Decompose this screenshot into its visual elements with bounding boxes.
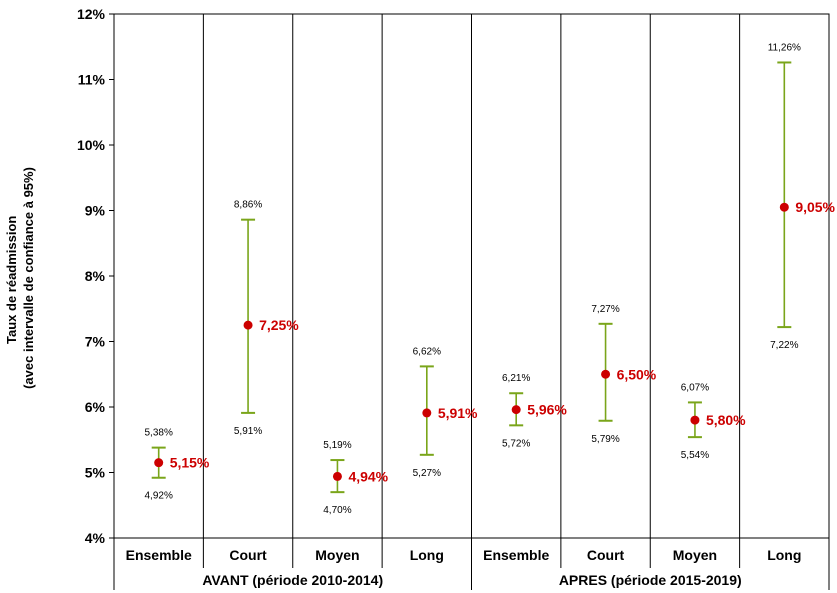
- upper-bound-label: 5,19%: [323, 440, 351, 451]
- lower-bound-label: 4,70%: [323, 505, 351, 516]
- data-point: [154, 458, 164, 468]
- category-label: Ensemble: [126, 547, 192, 563]
- value-label: 5,91%: [438, 405, 478, 421]
- data-point: [511, 405, 521, 415]
- category-label: Ensemble: [483, 547, 549, 563]
- lower-bound-label: 5,79%: [591, 434, 619, 445]
- value-label: 5,80%: [706, 412, 746, 428]
- y-tick-label: 7%: [85, 334, 106, 350]
- x-axis: Ensemble Court Moyen Long Ensemble Court Moyen…: [113, 538, 830, 590]
- value-label: 6,50%: [617, 366, 657, 382]
- data-point: [332, 471, 342, 481]
- group-label: APRES (période 2015-2019): [559, 572, 742, 588]
- upper-bound-label: 6,07%: [681, 382, 709, 393]
- value-label: 7,25%: [259, 317, 299, 333]
- value-label: 5,96%: [527, 402, 567, 418]
- upper-bound-label: 6,21%: [502, 373, 530, 384]
- category-label: Court: [229, 547, 267, 563]
- y-tick-label: 8%: [85, 268, 106, 284]
- y-tick-label: 10%: [77, 137, 106, 153]
- value-label: 5,15%: [170, 455, 210, 471]
- lower-bound-label: 5,72%: [502, 438, 530, 449]
- group-label: AVANT (période 2010-2014): [202, 572, 383, 588]
- y-tick-label: 4%: [85, 530, 106, 546]
- upper-bound-label: 6,62%: [413, 346, 441, 357]
- y-axis: 4% 5% 6% 7% 8% 9% 10% 11% 12%: [77, 6, 114, 546]
- category-label: Long: [410, 547, 444, 563]
- category-label: Moyen: [315, 547, 359, 563]
- lower-bound-label: 7,22%: [770, 340, 798, 351]
- y-tick-label: 9%: [85, 203, 106, 219]
- y-axis-label: Taux de réadmission (avec intervalle de …: [4, 167, 36, 389]
- lower-bound-label: 5,27%: [413, 468, 441, 479]
- data-marks: 5,15% 5,38% 4,92% 7,25% 8,86% 5,91% 4,94% 5,19%…: [145, 42, 836, 516]
- y-tick-label: 6%: [85, 399, 106, 415]
- data-point: [243, 320, 253, 330]
- y-tick-label: 5%: [85, 465, 106, 481]
- y-axis-label-line1: Taux de réadmission: [4, 216, 19, 344]
- data-point: [690, 415, 700, 425]
- lower-bound-label: 5,91%: [234, 426, 262, 437]
- lower-bound-label: 5,54%: [681, 450, 709, 461]
- data-point: [601, 369, 611, 379]
- category-label: Long: [767, 547, 801, 563]
- y-tick-label: 12%: [77, 6, 106, 22]
- value-label: 4,94%: [348, 468, 388, 484]
- category-label: Court: [587, 547, 625, 563]
- data-point: [779, 202, 789, 212]
- category-label: Moyen: [673, 547, 717, 563]
- upper-bound-label: 11,26%: [768, 42, 801, 53]
- data-point: [422, 408, 432, 418]
- y-axis-label-line2: (avec intervalle de confiance à 95%): [21, 167, 36, 389]
- upper-bound-label: 8,86%: [234, 200, 262, 211]
- plot-frame: [113, 13, 830, 539]
- upper-bound-label: 5,38%: [145, 428, 173, 439]
- y-tick-label: 11%: [78, 72, 106, 88]
- upper-bound-label: 7,27%: [591, 304, 619, 315]
- value-label: 9,05%: [795, 199, 835, 215]
- lower-bound-label: 4,92%: [145, 491, 173, 502]
